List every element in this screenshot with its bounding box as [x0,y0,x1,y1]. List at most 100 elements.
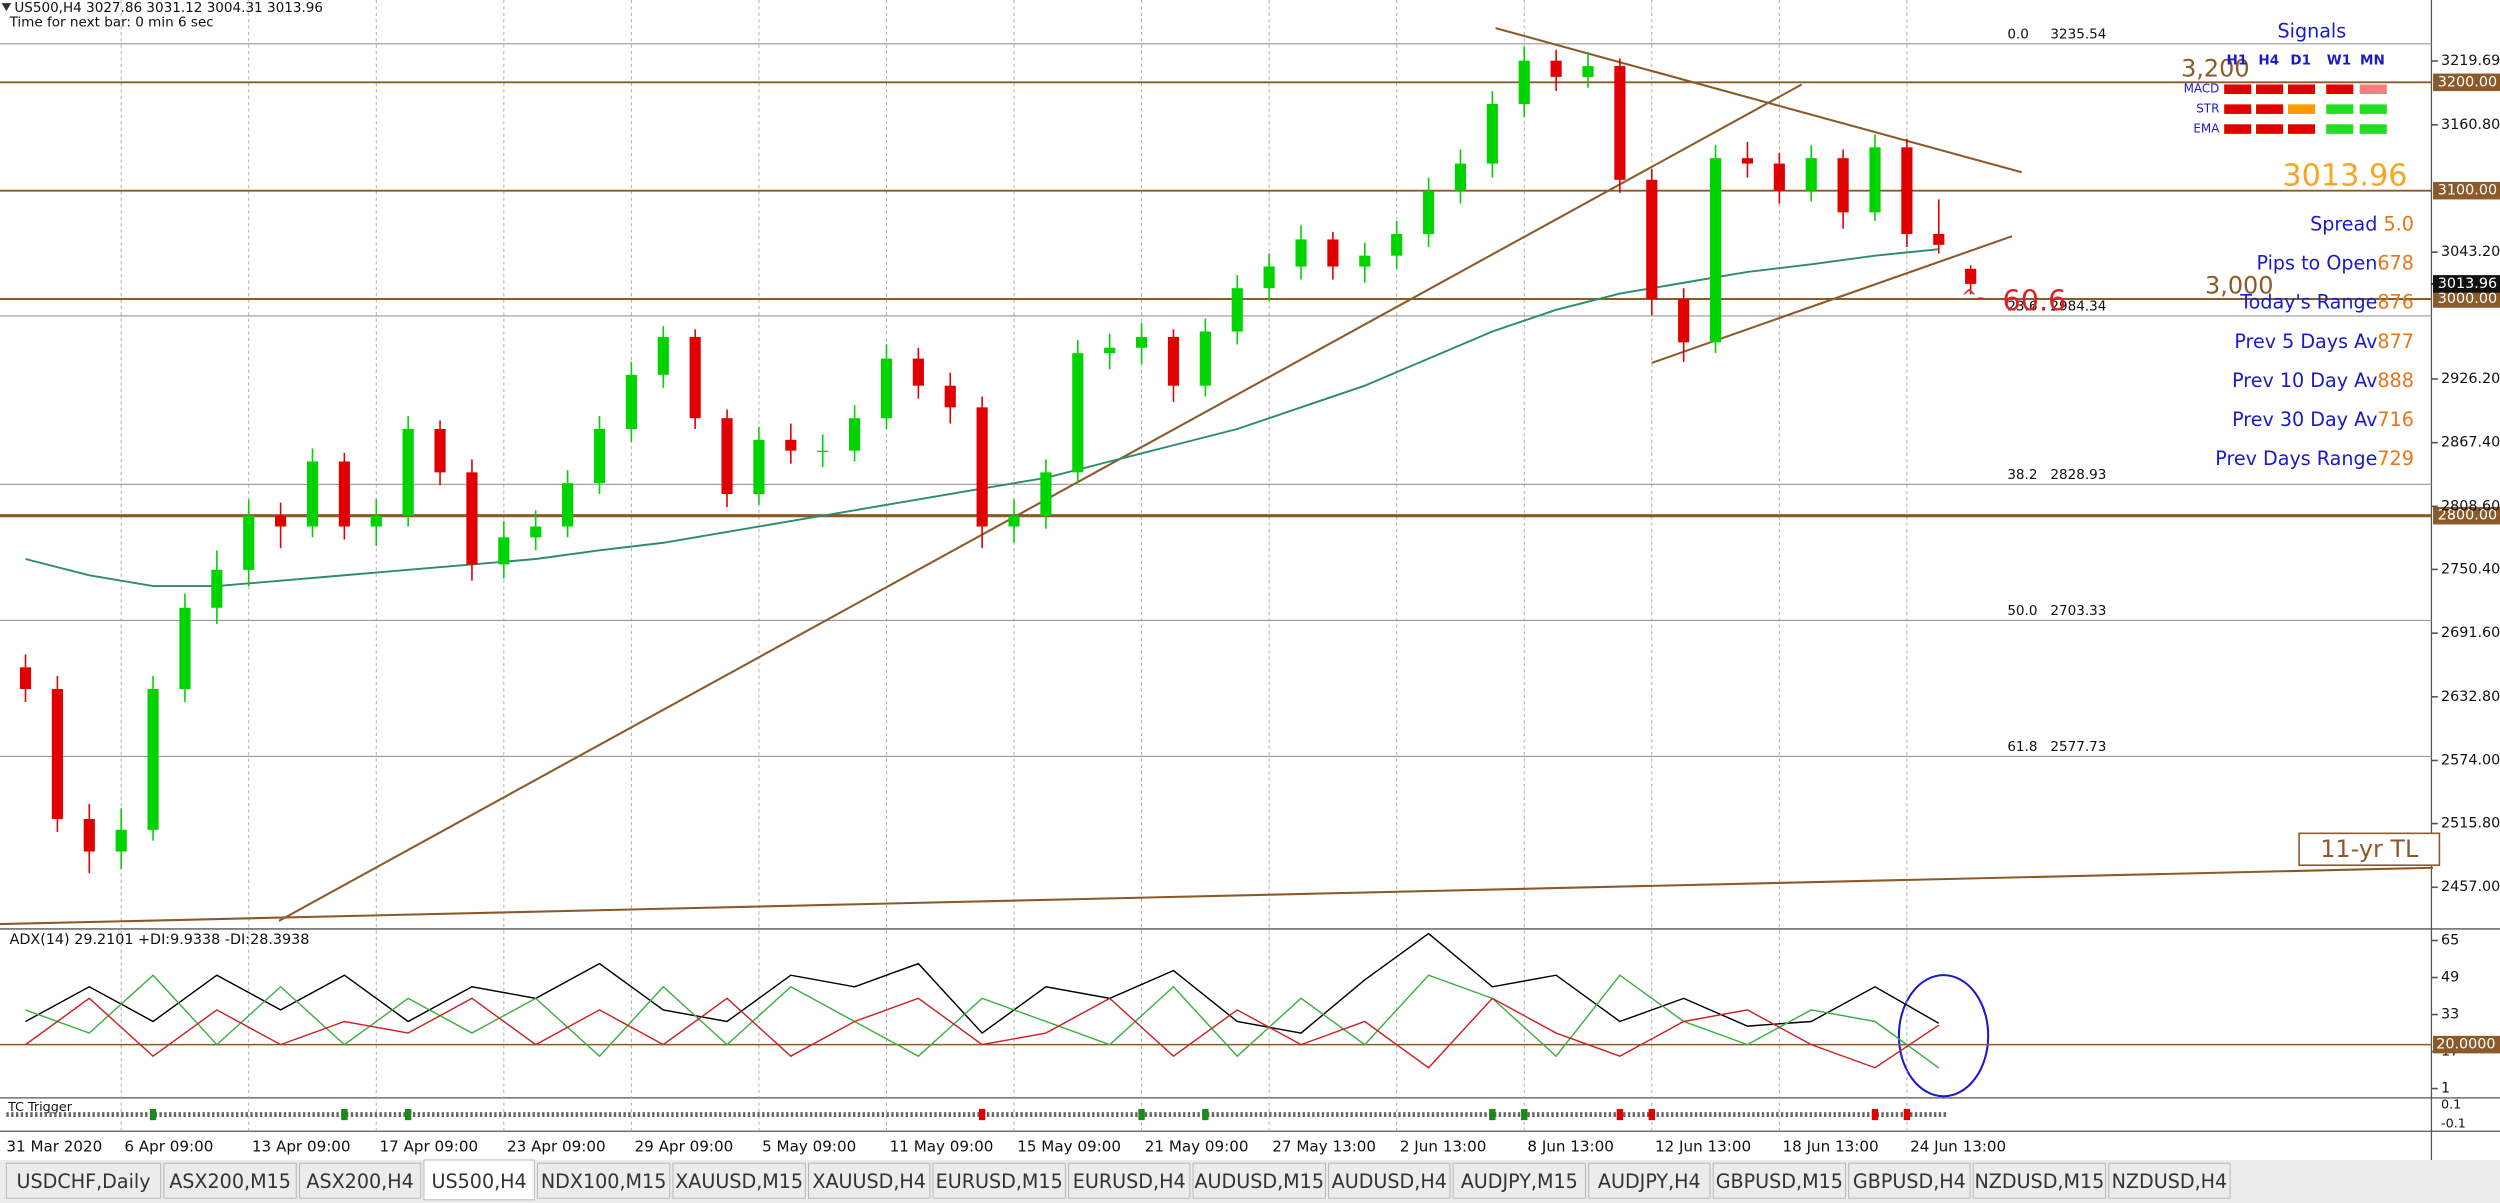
tab-background [163,1162,297,1199]
candle-body [753,439,765,495]
tab[interactable]: US500,H4 [423,1159,535,1201]
tab-label: GBPUSD,H4 [1853,1170,1966,1193]
price-tick-label: 2867.40 [2441,435,2500,451]
signal-row-label: STR [2196,102,2219,116]
tab-label: GBPUSD,M15 [1716,1170,1843,1193]
price-tick-label: 3219.69 [2441,53,2500,69]
tab[interactable]: AUDJPY,M15 [1452,1162,1586,1199]
candle-body [338,461,350,527]
tab[interactable]: NDX100,M15 [536,1162,671,1199]
candle-body [1327,239,1339,267]
adx-level-box [2433,1035,2500,1054]
candle-body [147,689,159,830]
tab-label: ASX200,M15 [169,1170,291,1193]
candle-body [1422,190,1435,235]
adx-tick-label: 65 [2441,933,2459,949]
marker-text: 60.6 [2003,284,2067,318]
tab[interactable]: ASX200,M15 [163,1162,297,1199]
time-label: 29 Apr 09:00 [635,1138,734,1156]
tab[interactable]: XAUUSD,H4 [808,1162,931,1199]
tab[interactable]: GBPUSD,H4 [1848,1162,1971,1199]
level-tag: 3,000 [2205,271,2273,299]
candle-body [275,515,287,527]
candle-body [1678,299,1690,343]
tab[interactable]: NZDUSD,M15 [1972,1162,2107,1199]
candle-body [625,374,637,430]
tc-arrow [1871,1108,1879,1121]
tab-label: NZDUSD,H4 [2112,1170,2228,1193]
adx-line [25,932,1940,1035]
candle-body [1231,288,1243,332]
price-tick-label: 3043.20 [2441,244,2500,260]
time-label: 21 May 09:00 [1145,1138,1249,1156]
open: 3027.86 [86,0,142,16]
tab[interactable]: AUDUSD,H4 [1328,1162,1451,1199]
candle-body [1741,158,1754,164]
tab[interactable]: AUDJPY,H4 [1588,1162,1711,1199]
candle-body [1040,472,1052,516]
tc-arrow [1202,1108,1209,1121]
tab-background [1068,1162,1191,1199]
signal-cell [2256,124,2284,134]
candle-body [689,336,701,419]
price-tick-label: 2750.40 [2441,561,2500,577]
signal-cell [2224,124,2252,134]
candle-body [1359,255,1371,267]
tab[interactable]: AUDUSD,M15 [1192,1162,1326,1199]
tc-tick-label: 0.1 [2441,1098,2461,1113]
info-row: Prev 10 Day Av888 [2232,368,2414,391]
info-label: Today's Range [2239,290,2377,313]
candle-body [466,472,478,565]
signal-column: H4 [2258,53,2279,69]
candle-body [1582,66,1594,77]
info-value: 716 [2377,407,2413,430]
candle-body [849,418,861,451]
candle-body [912,358,924,386]
candle-body [211,569,223,608]
tab-background [1972,1162,2107,1199]
tab-background [5,1162,162,1199]
candle-body [1773,163,1785,191]
time-label: 17 Apr 09:00 [379,1138,478,1156]
time-label: 18 Jun 13:00 [1783,1138,1879,1156]
tab[interactable]: EURUSD,M15 [932,1162,1066,1199]
tab[interactable]: XAUUSD,M15 [672,1162,806,1199]
signal-cell [2326,84,2354,95]
candle-body [1263,266,1275,289]
candle-body [498,537,510,565]
candle-body [1933,234,1945,245]
fib-price: 2984.34 [2050,298,2106,314]
candle-body [1072,353,1084,473]
tab-background [1328,1162,1451,1199]
price-tick-label: 2632.80 [2441,689,2500,705]
info-label: Pips to Open [2256,251,2377,274]
tab-background [536,1162,671,1199]
info-value: 888 [2377,368,2413,391]
candle-body [179,607,191,690]
tab-label: AUDJPY,H4 [1598,1170,1701,1193]
bar-timer: Time for next bar: 0 min 6 sec [9,14,214,30]
time-label: 27 May 13:00 [1272,1138,1376,1156]
tab[interactable]: EURUSD,H4 [1068,1162,1191,1199]
tab[interactable]: USDCHF,Daily [5,1162,162,1199]
candle-body [1550,60,1562,77]
trendline [0,866,2434,926]
tab[interactable]: ASX200,H4 [298,1162,422,1199]
signal-column: W1 [2327,53,2351,69]
tab[interactable]: NZDUSD,H4 [2108,1162,2231,1199]
tab[interactable]: GBPUSD,M15 [1712,1162,1846,1199]
fib-level: 38.2 [2007,467,2037,483]
tab-background [1848,1162,1971,1199]
info-value: 678 [2377,251,2413,274]
candle-body [593,429,606,484]
level-price-box [2433,73,2500,92]
fib-price: 2703.33 [2050,603,2106,619]
tc-arrow [1521,1108,1528,1121]
signal-row-label: MACD [2184,82,2220,96]
adx-title: ADX(14) 29.2101 +DI:9.9338 -DI:28.3938 [10,932,310,948]
candle-body [817,450,829,452]
tc-arrow [341,1108,348,1121]
signal-cell [2287,124,2316,134]
tab-label: XAUUSD,M15 [675,1170,803,1193]
chart-header: US500,H4 3027.86 3031.12 3004.31 3013.96 [14,0,323,16]
